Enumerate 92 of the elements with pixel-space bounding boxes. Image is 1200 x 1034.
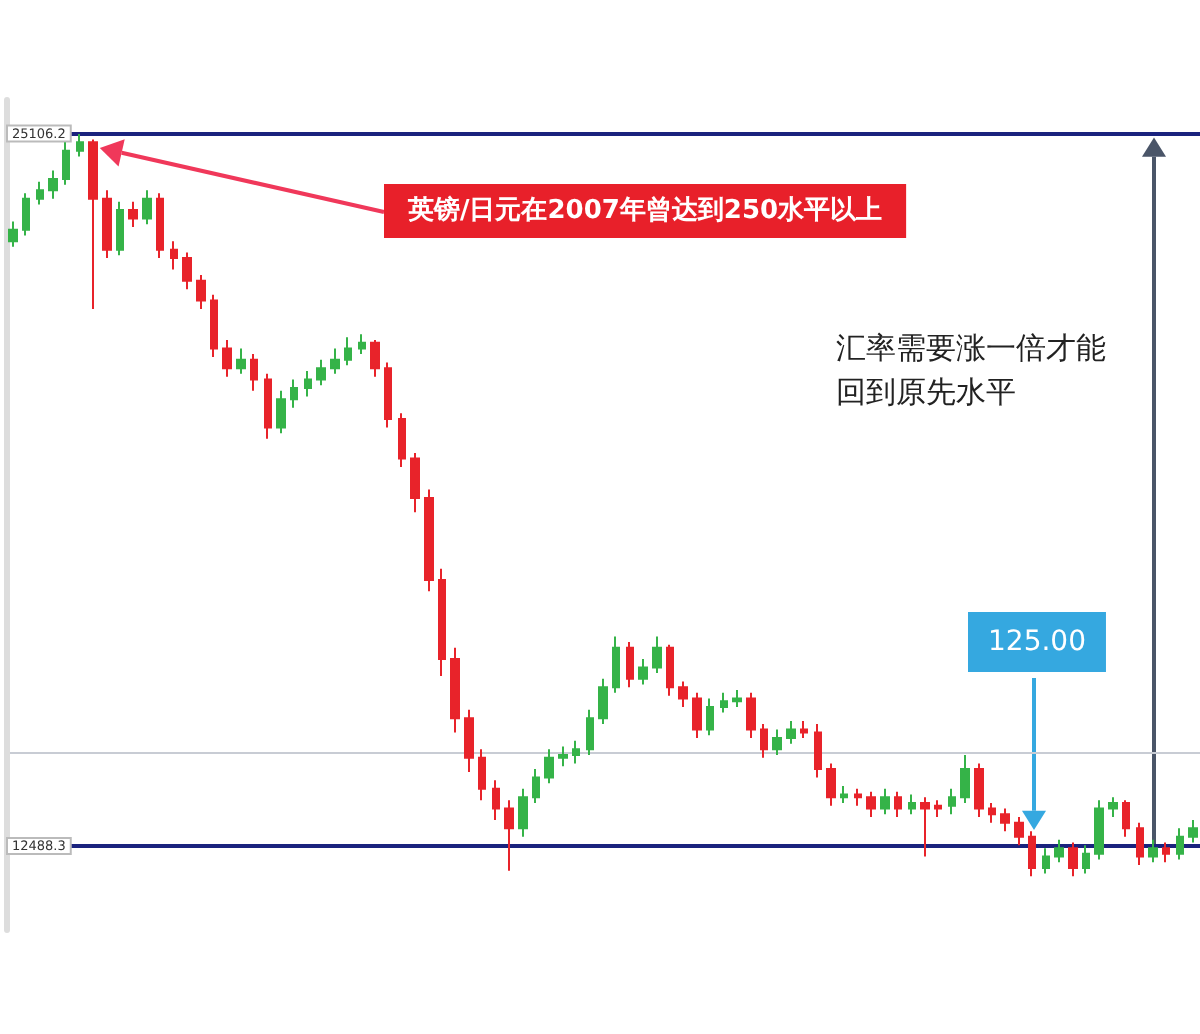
candlestick	[678, 680, 688, 708]
candlestick	[182, 251, 192, 291]
candlestick	[344, 336, 352, 367]
candlestick	[1082, 844, 1090, 875]
candlestick	[706, 697, 714, 737]
candlestick	[1148, 838, 1158, 864]
candlestick	[1014, 816, 1024, 847]
candlestick	[222, 338, 232, 378]
candlestick	[908, 793, 916, 816]
candlestick	[62, 141, 70, 186]
candlestick	[732, 689, 742, 708]
candlestick	[692, 691, 702, 740]
candlestick	[196, 274, 206, 310]
candlestick	[760, 722, 768, 759]
candlestick	[948, 787, 956, 816]
candlestick	[772, 728, 782, 756]
candlestick	[746, 691, 756, 740]
candlestick	[598, 677, 608, 725]
candlestick	[652, 635, 662, 675]
candlestick	[866, 790, 876, 819]
candlestick	[370, 338, 380, 378]
candlestick	[264, 372, 272, 440]
candlestick	[960, 753, 970, 804]
candlestick	[398, 412, 406, 469]
candlestick	[464, 708, 474, 773]
candlestick	[424, 488, 434, 593]
candlestick	[558, 745, 568, 768]
candlestick	[1094, 799, 1104, 861]
candlestick	[586, 708, 594, 756]
candlestick	[384, 361, 392, 429]
candlestick	[1028, 830, 1036, 878]
candlestick	[572, 739, 580, 765]
candlestick	[276, 389, 286, 435]
candlestick	[504, 799, 514, 872]
candlestick	[854, 787, 862, 807]
candlestick	[128, 200, 138, 229]
candlestick	[626, 641, 634, 689]
candlestick	[532, 768, 540, 804]
candlestick	[988, 801, 996, 824]
candlestick	[800, 720, 808, 740]
candlestick	[544, 748, 554, 785]
annotation: 英镑/日元在2007年曾达到250水平以上	[406, 194, 883, 226]
candlestick	[492, 779, 500, 821]
candlestick	[48, 169, 58, 200]
candlestick	[250, 353, 258, 392]
candlestick	[720, 691, 728, 714]
candlestick	[894, 790, 902, 819]
candlestick	[1042, 847, 1050, 875]
candlestick	[316, 358, 326, 387]
candlestick	[880, 787, 890, 816]
candlestick	[666, 643, 674, 697]
annotation: 汇率需要涨一倍才能回到原先水平	[836, 330, 1106, 410]
candlestick	[934, 799, 942, 819]
candlestick	[290, 378, 298, 409]
candlestick	[76, 132, 84, 158]
candlestick	[450, 646, 460, 734]
candlestick	[478, 748, 486, 802]
candlestick	[1054, 838, 1064, 864]
candlestick	[142, 189, 152, 226]
candlestick	[786, 720, 796, 745]
candlestick	[358, 333, 366, 356]
candlestick	[210, 293, 218, 358]
candlestick	[438, 567, 446, 677]
candlestick	[1176, 827, 1184, 861]
candlestick	[638, 657, 648, 686]
candlestick	[410, 451, 420, 514]
candlestick	[518, 787, 528, 838]
candlestick	[1068, 841, 1078, 878]
candlestick	[1122, 799, 1130, 838]
candlestick	[920, 796, 930, 858]
candlestick	[88, 138, 98, 310]
candlestick	[236, 347, 246, 375]
candlestick	[1188, 818, 1198, 844]
candlestick	[102, 189, 112, 260]
candlestick	[1136, 821, 1144, 867]
candlestick	[826, 762, 836, 807]
candlestick	[974, 762, 984, 819]
candlestick	[1162, 841, 1170, 864]
candlestick	[1000, 807, 1010, 833]
candlestick	[304, 370, 312, 398]
candlestick	[8, 220, 18, 248]
candlestick	[612, 635, 620, 694]
candlestick	[36, 180, 44, 206]
candlestick	[1108, 796, 1118, 819]
candlestick	[170, 240, 178, 271]
candlestick	[116, 200, 124, 257]
candlestick	[330, 347, 340, 375]
candlestick	[840, 785, 848, 804]
candlestick	[156, 192, 164, 260]
annotation: 125.00	[988, 626, 1086, 658]
candlestick	[814, 722, 822, 779]
candlestick	[22, 192, 30, 237]
